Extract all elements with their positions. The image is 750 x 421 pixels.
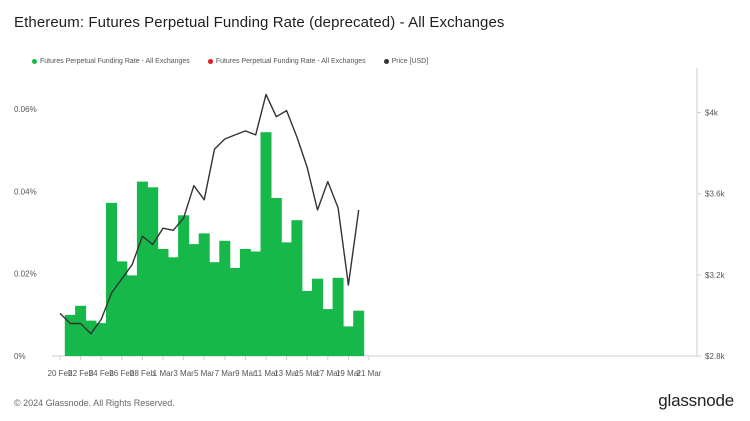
y-left-tick-label: 0.04% — [14, 187, 37, 196]
legend-label: Futures Perpetual Funding Rate - All Exc… — [40, 58, 190, 65]
x-tick-label: 24 Feb — [89, 369, 114, 378]
right-axis-ticks: $2.8k $3.2k $3.6k $4k — [697, 109, 726, 361]
bar — [312, 278, 323, 356]
bar — [281, 242, 293, 356]
legend-swatch-red — [207, 59, 213, 64]
legend-item-funding-rate-negative[interactable]: Futures Perpetual Funding Rate - All Exc… — [207, 58, 366, 65]
x-tick-label: 3 Mar — [173, 369, 194, 378]
x-tick-label: 5 Mar — [194, 369, 215, 378]
bar — [106, 202, 117, 356]
x-tick-label: 26 Feb — [109, 369, 134, 378]
legend-swatch-green — [32, 59, 37, 64]
x-tick-label: 15 Mar — [295, 369, 320, 378]
bar — [157, 249, 169, 356]
left-axis-ticks: 0% 0.02% 0.04% 0.06% — [14, 105, 37, 361]
legend-swatch-dark — [383, 59, 389, 64]
legend-item-funding-rate[interactable]: Futures Perpetual Funding Rate - All Exc… — [32, 58, 190, 65]
bar — [116, 261, 128, 356]
chart-legend: Futures Perpetual Funding Rate - All Exc… — [32, 58, 428, 65]
bar — [250, 251, 262, 356]
y-right-tick-label: $2.8k — [705, 352, 726, 361]
price-line — [59, 93, 360, 335]
price-line-series — [59, 93, 360, 335]
y-right-tick-label: $3.6k — [705, 190, 726, 199]
bar — [75, 305, 87, 356]
x-tick-label: 28 Feb — [130, 369, 155, 378]
bar — [353, 310, 365, 356]
y-left-tick-label: 0% — [14, 352, 26, 361]
x-tick-label: 9 Mar — [235, 369, 256, 378]
bar — [126, 275, 138, 356]
glassnode-logo[interactable]: glassnode — [658, 391, 734, 410]
bar — [291, 220, 303, 356]
legend-label: Price [USD] — [391, 58, 429, 65]
legend-label: Futures Perpetual Funding Rate - All Exc… — [215, 58, 366, 65]
y-right-tick-label: $3.2k — [705, 271, 726, 280]
bar — [136, 181, 148, 356]
chart-title: Ethereum: Futures Perpetual Funding Rate… — [14, 14, 505, 31]
bar — [270, 198, 282, 356]
bar — [147, 187, 159, 356]
bar — [198, 233, 210, 356]
bar — [239, 249, 251, 356]
x-tick-label: 19 Mar — [336, 369, 361, 378]
bar — [64, 314, 76, 356]
bar — [322, 309, 334, 356]
y-right-tick-label: $4k — [705, 109, 719, 118]
y-left-tick-label: 0.06% — [14, 105, 37, 114]
bar-series — [64, 132, 365, 356]
bar — [260, 132, 272, 356]
footer-copyright: © 2024 Glassnode. All Rights Reserved. — [14, 398, 175, 408]
x-tick-label: 21 Mar — [357, 369, 382, 378]
legend-item-price[interactable]: Price [USD] — [383, 58, 429, 65]
x-tick-label: 20 Feb — [48, 369, 73, 378]
x-tick-label: 11 Mar — [254, 369, 279, 378]
y-left-tick-label: 0.02% — [14, 270, 37, 279]
bar — [178, 215, 190, 356]
bar — [85, 320, 97, 356]
bar — [188, 244, 200, 356]
bar — [167, 257, 179, 356]
bar — [219, 240, 231, 356]
bar — [332, 277, 344, 356]
x-tick-label: 22 Feb — [68, 369, 93, 378]
x-tick-label: 13 Mar — [274, 369, 299, 378]
bar — [342, 326, 354, 356]
x-tick-label: 1 Mar — [153, 369, 174, 378]
bar — [95, 323, 107, 356]
bar — [209, 262, 220, 356]
x-tick-label: 7 Mar — [215, 369, 236, 378]
bar — [301, 291, 313, 356]
x-tick-label: 17 Mar — [315, 369, 340, 378]
bar — [229, 268, 241, 356]
